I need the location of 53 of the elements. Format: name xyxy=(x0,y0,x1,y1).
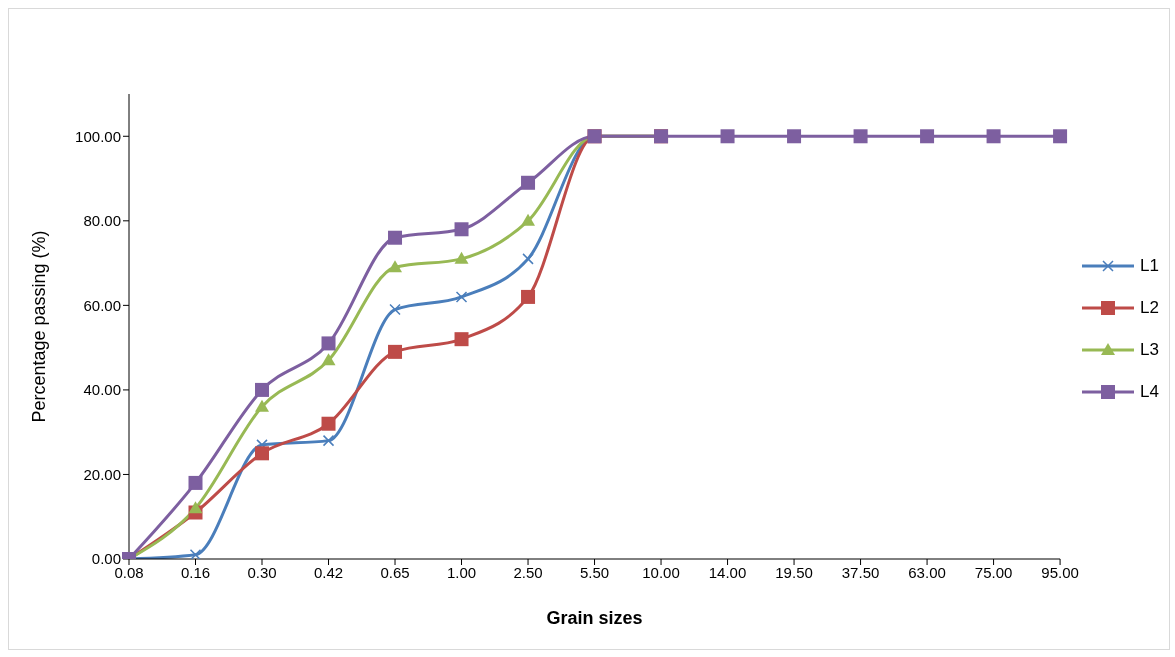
y-tick-label: 80.00 xyxy=(83,212,121,230)
point xyxy=(522,253,534,265)
legend-label: L4 xyxy=(1140,382,1159,402)
point xyxy=(188,501,203,514)
legend-label: L2 xyxy=(1140,298,1159,318)
x-tick-label: 10.00 xyxy=(642,563,680,581)
y-tick-label: 40.00 xyxy=(83,381,121,399)
x-tick-label: 1.00 xyxy=(446,563,477,581)
y-tick-label: 20.00 xyxy=(83,465,121,483)
point xyxy=(454,251,469,264)
legend-label: L1 xyxy=(1140,256,1159,276)
point xyxy=(388,344,403,359)
point xyxy=(389,303,401,316)
point xyxy=(853,129,868,144)
x-tick-label: 5.50 xyxy=(579,563,610,581)
y-tick-label: 60.00 xyxy=(83,296,121,314)
point xyxy=(720,129,735,144)
point xyxy=(454,222,469,237)
x-tick-label: 0.16 xyxy=(180,563,211,581)
point xyxy=(1053,129,1068,144)
x-axis-title: Grain sizes xyxy=(546,608,643,628)
point xyxy=(321,336,336,351)
point xyxy=(255,446,270,461)
x-tick-label: 14.00 xyxy=(708,563,747,581)
x-tick-label: 0.65 xyxy=(380,563,410,581)
x-tick-label: 19.50 xyxy=(775,563,813,581)
point xyxy=(455,291,468,303)
point xyxy=(787,129,802,144)
point xyxy=(521,213,536,226)
point xyxy=(920,129,935,144)
point xyxy=(188,475,203,490)
y-axis-title: Percentage passing (%) xyxy=(29,230,50,423)
point xyxy=(321,353,336,366)
point xyxy=(255,399,270,412)
legend-label: L3 xyxy=(1140,340,1159,360)
point xyxy=(321,416,336,431)
point xyxy=(189,549,202,559)
x-tick-label: 2.50 xyxy=(513,563,543,581)
x-tick-label: 75.00 xyxy=(974,563,1013,581)
point xyxy=(521,175,536,190)
point xyxy=(388,230,403,245)
x-tick-label: 0.42 xyxy=(313,563,344,581)
point xyxy=(986,129,1001,144)
x-tick-label: 63.00 xyxy=(908,563,946,581)
y-tick-label: 100.00 xyxy=(75,127,121,145)
point xyxy=(454,332,469,347)
point xyxy=(521,289,536,304)
point xyxy=(322,434,335,447)
x-tick-label: 95.00 xyxy=(1041,563,1079,581)
x-tick-label: 0.30 xyxy=(247,563,277,581)
point xyxy=(388,260,403,273)
point xyxy=(255,382,270,397)
x-tick-label: 37.50 xyxy=(841,563,880,581)
